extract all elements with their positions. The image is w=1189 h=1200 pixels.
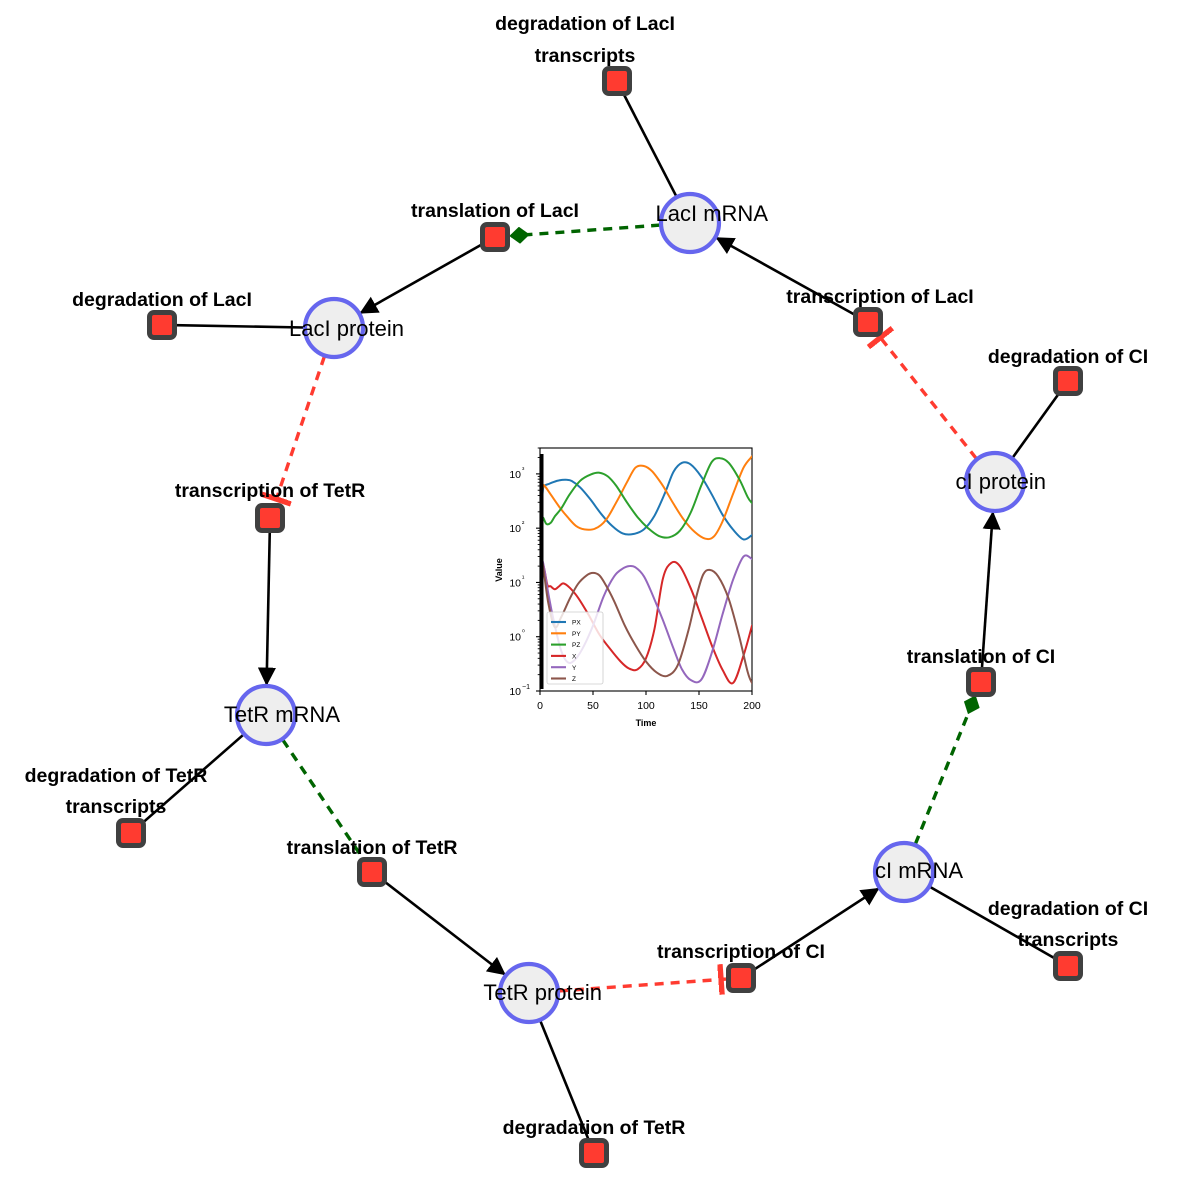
x-tick-label: 50 xyxy=(587,700,599,712)
edge-consumption xyxy=(539,1020,590,1141)
legend-label-Z: Z xyxy=(572,676,576,683)
edge-consumption xyxy=(175,323,305,329)
series-lines xyxy=(540,455,752,685)
reaction-label-transcr_lacI: transcription of LacI xyxy=(786,286,973,308)
x-tick-label: 100 xyxy=(637,700,655,712)
y-axis-label: Value xyxy=(494,558,504,582)
legend-box xyxy=(546,611,604,685)
edge-production xyxy=(359,241,486,314)
y-tick-label: 10 xyxy=(509,523,521,535)
reaction-node-degr_cI_transcripts[interactable] xyxy=(1053,951,1083,981)
node-layer xyxy=(116,66,1083,1168)
edge-production xyxy=(715,236,859,318)
reaction-label-degr_tetR_transcripts: transcripts xyxy=(66,796,167,818)
species-node-lacI_protein[interactable] xyxy=(302,296,366,360)
reaction-label-transcr_tetR: transcription of TetR xyxy=(175,480,365,502)
species-node-cI_protein[interactable] xyxy=(963,450,1027,514)
species-label-cI_protein: cI protein xyxy=(956,469,1047,494)
y-tick-exponent: ² xyxy=(522,521,525,528)
y-tick-exponent: ³ xyxy=(522,467,525,474)
reaction-node-degr_tetR[interactable] xyxy=(579,1138,609,1168)
series-Y xyxy=(540,554,752,684)
y-tick-exponent: ¹ xyxy=(522,575,525,582)
edge-inhibition xyxy=(558,979,727,991)
reaction-node-transcr_lacI[interactable] xyxy=(853,307,883,337)
species-node-cI_mrna[interactable] xyxy=(872,840,936,904)
edge-consumption xyxy=(929,885,1057,961)
reaction-label-degr_lacI_transcripts: degradation of LacI xyxy=(495,13,675,35)
species-node-lacI_mrna[interactable] xyxy=(658,191,722,255)
edge-layer xyxy=(140,92,1061,1141)
series-PZ xyxy=(540,457,752,638)
x-tick-label: 200 xyxy=(743,700,761,712)
edge-production xyxy=(380,878,506,976)
series-X xyxy=(540,560,752,685)
edge-production xyxy=(257,529,277,686)
reaction-label-degr_tetR_transcripts: degradation of TetR xyxy=(25,765,208,787)
legend-label-X: X xyxy=(572,654,577,661)
edge-consumption xyxy=(140,733,245,825)
reaction-node-transl_lacI[interactable] xyxy=(480,222,510,252)
reaction-label-transl_cI: translation of CI xyxy=(907,646,1055,668)
reaction-label-transcr_cI: transcription of CI xyxy=(657,941,825,963)
edge-catalysis xyxy=(509,223,661,244)
inset-timecourse-plot: 10 −110 ⁰10 ¹10 ²10 ³ 0 50 100 150 200 Time Value… xyxy=(478,436,770,746)
x-tick-label: 0 xyxy=(537,700,543,712)
reaction-label-degr_lacI_transcripts: transcripts xyxy=(535,45,636,67)
legend-label-PZ: PZ xyxy=(572,642,580,649)
reaction-node-degr_lacI_transcripts[interactable] xyxy=(602,66,632,96)
edge-consumption xyxy=(622,92,678,197)
y-axis-ticks: 10 −110 ⁰10 ¹10 ²10 ³ xyxy=(509,447,540,698)
legend-label-Y: Y xyxy=(572,665,577,672)
y-tick-label: 10 xyxy=(509,577,521,589)
y-tick-label: 10 xyxy=(509,686,521,698)
y-tick-label: 10 xyxy=(509,469,521,481)
x-axis-ticks: 0 50 100 150 200 xyxy=(537,691,761,712)
label-layer: degradation of LacI transcripts translatio… xyxy=(25,13,1149,1139)
plot-legend[interactable]: PX PY PZ XYZ xyxy=(546,611,604,685)
reaction-label-degr_tetR: degradation of TetR xyxy=(503,1117,686,1139)
reaction-node-degr_lacI[interactable] xyxy=(147,310,177,340)
reaction-label-degr_cI_transcripts: degradation of CI xyxy=(988,898,1148,920)
species-label-lacI_protein: LacI protein xyxy=(289,316,404,341)
reaction-label-transl_lacI: translation of LacI xyxy=(411,200,579,222)
edge-consumption xyxy=(1011,391,1061,459)
reaction-node-transcr_tetR[interactable] xyxy=(255,503,285,533)
x-tick-label: 150 xyxy=(690,700,708,712)
reaction-label-degr_cI: degradation of CI xyxy=(988,346,1148,368)
reaction-node-degr_cI[interactable] xyxy=(1053,366,1083,396)
legend-label-PY: PY xyxy=(572,631,581,638)
edge-catalysis xyxy=(281,738,366,862)
y-tick-label: 10 xyxy=(509,632,521,644)
reaction-label-degr_lacI: degradation of LacI xyxy=(72,289,252,311)
x-axis-label: Time xyxy=(636,718,657,728)
species-label-tetR_mrna: TetR mRNA xyxy=(224,702,340,727)
y-tick-exponent: −1 xyxy=(522,684,530,691)
species-node-tetR_mrna[interactable] xyxy=(234,683,298,747)
species-node-tetR_protein[interactable] xyxy=(497,961,561,1025)
y-tick-exponent: ⁰ xyxy=(522,629,525,637)
edge-production xyxy=(980,511,1001,671)
edge-inhibition xyxy=(877,334,978,460)
species-label-cI_mrna: cI mRNA xyxy=(875,858,963,883)
reaction-node-degr_tetR_transcripts[interactable] xyxy=(116,818,146,848)
reaction-node-transl_tetR[interactable] xyxy=(357,857,387,887)
species-label-lacI_mrna: LacI mRNA xyxy=(656,201,769,226)
edge-production xyxy=(750,887,880,973)
reaction-node-transl_cI[interactable] xyxy=(966,667,996,697)
species-label-tetR_protein: TetR protein xyxy=(483,980,602,1005)
series-PX xyxy=(540,461,752,638)
reaction-node-transcr_cI[interactable] xyxy=(726,963,756,993)
edge-catalysis xyxy=(913,695,980,845)
series-PY xyxy=(540,455,752,638)
edge-inhibition xyxy=(275,355,327,503)
legend-label-PX: PX xyxy=(572,620,581,627)
reaction-label-degr_cI_transcripts: transcripts xyxy=(1018,929,1119,951)
reaction-label-transl_tetR: translation of TetR xyxy=(287,837,458,859)
